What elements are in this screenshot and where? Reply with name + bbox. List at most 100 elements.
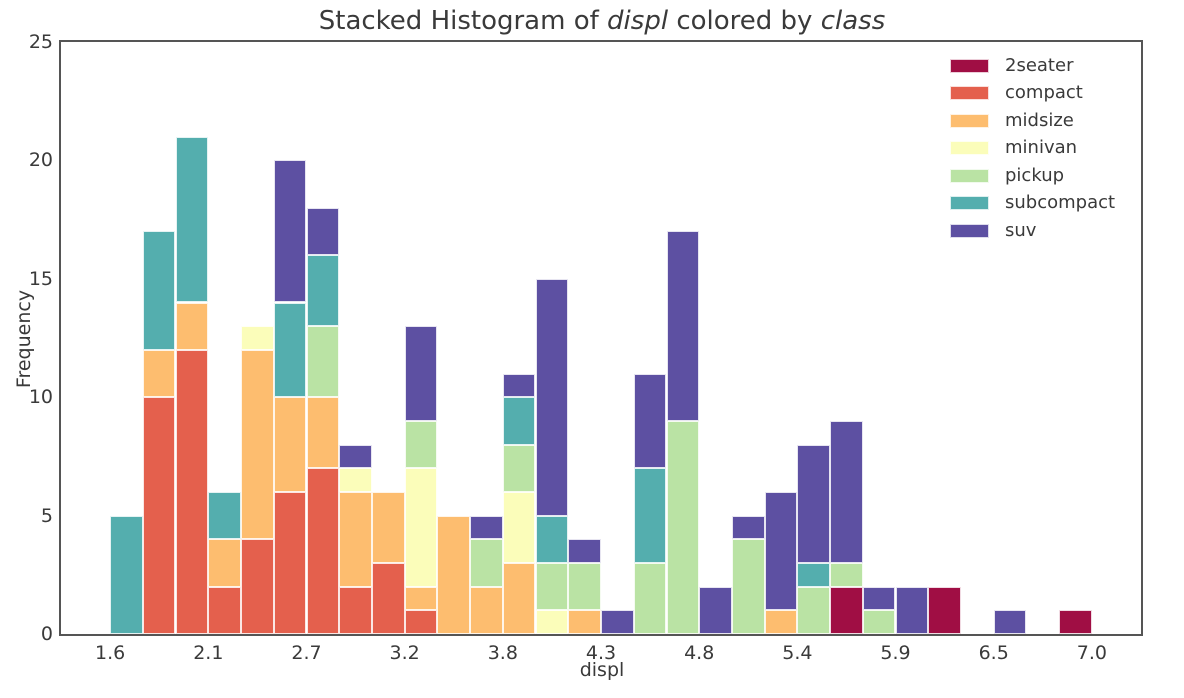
legend-swatch-icon bbox=[950, 196, 989, 211]
y-tick-label: 25 bbox=[28, 31, 53, 53]
bar-segment-midsize bbox=[568, 610, 601, 634]
bar-segment-suv bbox=[731, 515, 765, 540]
bar-segment-pickup bbox=[535, 563, 569, 611]
x-tick-label: 4.3 bbox=[585, 642, 617, 664]
bar-segment-suv bbox=[699, 586, 732, 634]
bar-segment-subcompact bbox=[208, 491, 241, 540]
bar-segment-pickup bbox=[731, 539, 765, 634]
bar-segment-subcompact bbox=[175, 136, 209, 303]
bar-segment-pickup bbox=[404, 420, 438, 469]
bar-segment-suv bbox=[568, 539, 601, 563]
bar-segment-pickup bbox=[306, 326, 340, 398]
chart-title-prefix: Stacked Histogram of bbox=[318, 6, 608, 36]
legend-swatch-icon bbox=[950, 168, 989, 183]
legend-item-pickup: pickup bbox=[950, 162, 1115, 190]
chart-title-middle: colored by bbox=[668, 6, 821, 36]
x-tick-label: 1.6 bbox=[94, 642, 126, 664]
bar-segment-midsize bbox=[241, 349, 274, 540]
bar-segment-midsize bbox=[339, 491, 372, 587]
x-axis-label: displ bbox=[579, 659, 625, 681]
chart-title-var-displ: displ bbox=[607, 6, 669, 36]
bar-segment-subcompact bbox=[306, 255, 340, 327]
bar-segment-compact bbox=[339, 586, 372, 634]
bar-segment-midsize bbox=[175, 302, 209, 350]
bar-segment-midsize bbox=[208, 539, 241, 587]
y-tick-label: 0 bbox=[40, 623, 53, 645]
legend-label: subcompact bbox=[1005, 192, 1116, 214]
legend: 2seater compact midsize minivan pickup subcom… bbox=[950, 52, 1115, 245]
legend-swatch-icon bbox=[950, 223, 989, 238]
plot-area: 2seater compact midsize minivan pickup subcom… bbox=[59, 40, 1143, 636]
bar-segment-pickup bbox=[862, 610, 896, 634]
bars-layer bbox=[61, 42, 1141, 634]
y-tick-label: 10 bbox=[28, 386, 53, 409]
legend-item-2seater: 2seater bbox=[950, 52, 1115, 80]
legend-label: compact bbox=[1005, 82, 1083, 104]
bar-segment-suv bbox=[633, 373, 667, 469]
legend-label: minivan bbox=[1005, 137, 1078, 159]
bar-segment-pickup bbox=[830, 563, 863, 587]
x-tick-label: 2.1 bbox=[193, 642, 224, 664]
bar-segment-suv bbox=[470, 515, 503, 540]
y-tick-label: 20 bbox=[28, 149, 53, 172]
bar-segment-minivan bbox=[241, 326, 274, 350]
x-tick-label: 2.7 bbox=[291, 642, 322, 664]
bar-segment-subcompact bbox=[273, 302, 307, 398]
legend-item-suv: suv bbox=[950, 217, 1115, 245]
bar-segment-midsize bbox=[764, 610, 798, 634]
bar-segment-suv bbox=[797, 444, 831, 563]
x-tick-label: 6.5 bbox=[978, 642, 1009, 664]
bar-segment-suv bbox=[830, 420, 863, 563]
legend-item-midsize: midsize bbox=[950, 107, 1115, 135]
bar-segment-suv bbox=[862, 586, 896, 611]
legend-swatch-icon bbox=[950, 58, 989, 73]
bar-segment-suv bbox=[502, 373, 536, 398]
bar-segment-suv bbox=[993, 610, 1027, 634]
bar-segment-subcompact bbox=[142, 231, 176, 350]
bar-segment-compact bbox=[142, 397, 176, 634]
bar-segment-compact bbox=[404, 610, 438, 634]
bar-segment-suv bbox=[273, 160, 307, 303]
x-tick-label: 5.9 bbox=[880, 642, 911, 664]
bar-segment-pickup bbox=[797, 586, 831, 634]
bar-segment-midsize bbox=[470, 586, 503, 634]
bar-segment-subcompact bbox=[110, 515, 143, 634]
y-tick-label: 5 bbox=[40, 504, 53, 527]
legend-label: suv bbox=[1005, 219, 1037, 241]
x-tick-label: 3.8 bbox=[487, 642, 518, 664]
bar-segment-compact bbox=[208, 586, 241, 634]
bar-segment-subcompact bbox=[633, 468, 667, 563]
bar-segment-suv bbox=[339, 444, 372, 469]
bar-segment-suv bbox=[404, 326, 438, 421]
bar-segment-suv bbox=[895, 586, 929, 634]
bar-segment-pickup bbox=[502, 444, 536, 492]
bar-segment-minivan bbox=[502, 491, 536, 563]
bar-segment-subcompact bbox=[502, 397, 536, 445]
bar-segment-compact bbox=[371, 563, 405, 634]
bar-segment-suv bbox=[306, 207, 340, 256]
bar-segment-midsize bbox=[404, 586, 438, 611]
bar-segment-midsize bbox=[142, 349, 176, 398]
bar-segment-midsize bbox=[371, 491, 405, 563]
x-tick-label: 5.4 bbox=[782, 642, 813, 664]
bar-segment-suv bbox=[535, 278, 569, 516]
bar-segment-suv bbox=[601, 610, 634, 634]
chart-title-var-class: class bbox=[820, 6, 886, 36]
x-tick-label: 7.0 bbox=[1076, 642, 1107, 664]
bar-segment-2seater bbox=[928, 586, 961, 634]
bar-segment-minivan bbox=[535, 610, 569, 634]
bar-segment-suv bbox=[764, 491, 798, 611]
bar-segment-subcompact bbox=[535, 515, 569, 563]
legend-swatch-icon bbox=[950, 113, 989, 128]
bar-segment-2seater bbox=[1059, 610, 1092, 634]
x-tick-label: 4.8 bbox=[684, 642, 715, 664]
bar-segment-midsize bbox=[502, 563, 536, 634]
legend-label: pickup bbox=[1005, 164, 1065, 186]
bar-segment-compact bbox=[175, 349, 209, 634]
bar-segment-midsize bbox=[273, 397, 307, 492]
bar-segment-suv bbox=[666, 231, 700, 421]
bar-segment-pickup bbox=[568, 563, 601, 611]
bar-segment-compact bbox=[273, 491, 307, 634]
chart-title: Stacked Histogram of displ colored by cl… bbox=[61, 5, 1143, 37]
